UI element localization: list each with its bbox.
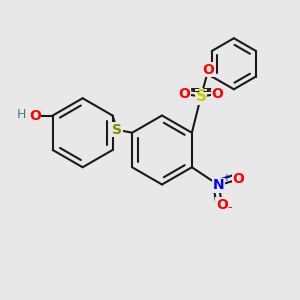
Text: S: S: [112, 123, 122, 137]
Text: =: =: [202, 84, 212, 97]
Text: H: H: [16, 107, 26, 121]
Text: =: =: [190, 84, 200, 97]
Text: +: +: [222, 173, 230, 183]
Text: O: O: [178, 87, 190, 101]
Text: O: O: [29, 109, 41, 122]
Text: -: -: [227, 201, 232, 214]
Text: N: N: [213, 178, 225, 192]
Text: S: S: [195, 89, 206, 104]
Text: O: O: [212, 87, 223, 101]
Text: O: O: [202, 63, 214, 77]
Text: O: O: [216, 198, 228, 212]
Text: O: O: [232, 172, 244, 186]
